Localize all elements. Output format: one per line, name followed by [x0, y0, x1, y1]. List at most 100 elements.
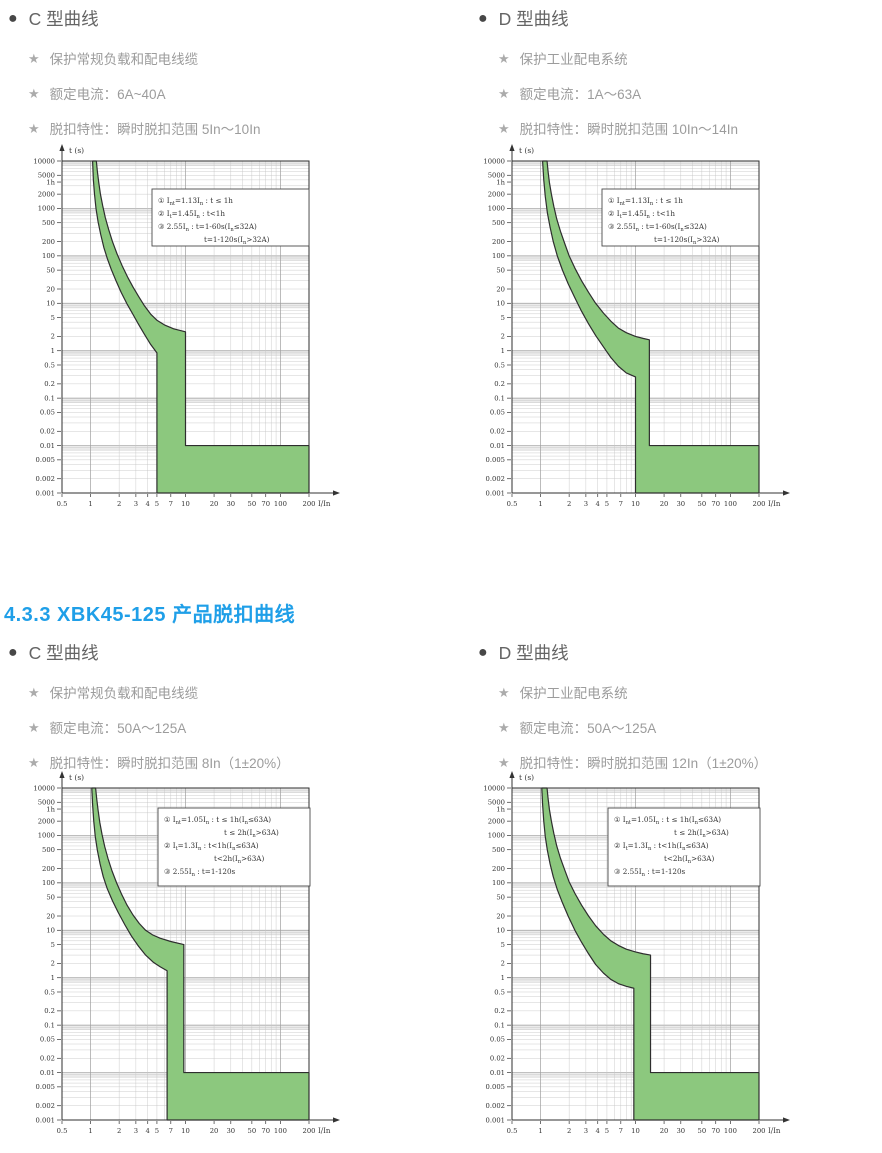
svg-text:0.002: 0.002 — [36, 475, 55, 483]
svg-text:5: 5 — [51, 941, 55, 949]
section-d-type-bottom: ● D 型曲线 ★ 保护工业配电系统 ★ 额定电流：50A～125A ★ 脱扣特… — [478, 640, 882, 787]
svg-text:200: 200 — [753, 1127, 766, 1135]
svg-text:20: 20 — [210, 1127, 219, 1135]
svg-text:5: 5 — [501, 941, 505, 949]
feature-item: ★ 额定电流：50A～125A — [498, 717, 882, 737]
svg-text:100: 100 — [724, 1127, 737, 1135]
svg-text:2: 2 — [51, 960, 55, 968]
svg-text:10000: 10000 — [33, 157, 55, 165]
svg-text:5: 5 — [605, 500, 609, 508]
svg-text:200: 200 — [492, 238, 505, 246]
svg-text:7: 7 — [619, 500, 623, 508]
feature-item: ★ 脱扣特性：瞬时脱扣范围 8In（1±20%） — [28, 752, 428, 772]
svg-text:500: 500 — [492, 219, 505, 227]
bullet-icon: ● — [8, 643, 18, 661]
svg-text:4: 4 — [146, 1127, 150, 1135]
svg-text:50: 50 — [46, 893, 55, 901]
star-icon: ★ — [498, 754, 510, 770]
svg-text:2000: 2000 — [488, 817, 505, 825]
star-icon: ★ — [28, 684, 40, 700]
svg-text:100: 100 — [492, 252, 505, 260]
section-title-row: ● C 型曲线 — [8, 6, 428, 31]
svg-text:1000: 1000 — [38, 832, 55, 840]
svg-text:100: 100 — [42, 252, 55, 260]
svg-text:5: 5 — [155, 1127, 159, 1135]
svg-text:I/In: I/In — [768, 500, 781, 508]
svg-text:t (s): t (s) — [519, 146, 534, 155]
svg-text:30: 30 — [676, 500, 685, 508]
svg-text:2: 2 — [567, 500, 571, 508]
svg-text:200: 200 — [42, 238, 55, 246]
feature-item: ★ 脱扣特性：瞬时脱扣范围 5In～10In — [28, 118, 428, 138]
svg-text:10000: 10000 — [33, 784, 55, 792]
svg-text:t=1-120s(In>32A): t=1-120s(In>32A) — [204, 235, 270, 246]
feature-text: 额定电流：50A～125A — [49, 721, 187, 736]
svg-text:20: 20 — [660, 1127, 669, 1135]
svg-text:3: 3 — [584, 1127, 588, 1135]
svg-text:0.5: 0.5 — [507, 500, 518, 508]
svg-text:0.01: 0.01 — [490, 1069, 505, 1077]
svg-text:1000: 1000 — [488, 205, 505, 213]
svg-text:500: 500 — [42, 219, 55, 227]
section-title: C 型曲线 — [28, 9, 99, 29]
svg-text:100: 100 — [274, 1127, 287, 1135]
svg-text:10000: 10000 — [483, 784, 505, 792]
feature-text: 脱扣特性：瞬时脱扣范围 10In～14In — [519, 122, 738, 137]
star-icon: ★ — [498, 120, 510, 136]
section-title-row: ● C 型曲线 — [8, 640, 428, 665]
svg-text:0.1: 0.1 — [494, 1021, 505, 1029]
svg-text:1: 1 — [88, 500, 92, 508]
svg-text:0.2: 0.2 — [44, 380, 55, 388]
svg-text:7: 7 — [619, 1127, 623, 1135]
svg-text:10: 10 — [496, 300, 505, 308]
svg-text:2: 2 — [501, 960, 505, 968]
svg-text:1h: 1h — [46, 805, 55, 813]
svg-text:2: 2 — [567, 1127, 571, 1135]
svg-text:70: 70 — [711, 1127, 720, 1135]
svg-text:1: 1 — [501, 347, 505, 355]
svg-text:10: 10 — [46, 927, 55, 935]
chart-d-curve-50-125a: 10000 5000 1h 2000 1000 500 200 100 50 20 10 5 2 1 0.5… — [470, 770, 790, 1148]
svg-text:5000: 5000 — [38, 172, 55, 180]
svg-text:0.01: 0.01 — [490, 442, 505, 450]
feature-text: 额定电流：6A~40A — [49, 87, 166, 102]
svg-text:③ 2.55In : t=1-60s(In≤32A): ③ 2.55In : t=1-60s(In≤32A) — [608, 222, 707, 233]
bullet-icon: ● — [478, 9, 488, 27]
star-icon: ★ — [28, 85, 40, 101]
svg-text:1: 1 — [501, 974, 505, 982]
svg-text:1: 1 — [88, 1127, 92, 1135]
svg-text:0.02: 0.02 — [490, 428, 505, 436]
feature-text: 脱扣特性：瞬时脱扣范围 12In（1±20%） — [519, 756, 768, 771]
star-icon: ★ — [498, 719, 510, 735]
svg-text:I/In: I/In — [318, 500, 331, 508]
svg-text:7: 7 — [169, 1127, 173, 1135]
section-title: C 型曲线 — [28, 643, 99, 663]
svg-text:0.1: 0.1 — [494, 394, 505, 402]
svg-text:70: 70 — [711, 500, 720, 508]
svg-text:2: 2 — [51, 333, 55, 341]
feature-item: ★ 额定电流：1A～63A — [498, 83, 882, 103]
svg-text:10: 10 — [46, 300, 55, 308]
svg-text:5000: 5000 — [38, 799, 55, 807]
svg-text:t (s): t (s) — [519, 773, 534, 782]
svg-text:0.001: 0.001 — [486, 1116, 505, 1124]
svg-text:1000: 1000 — [38, 205, 55, 213]
svg-text:0.05: 0.05 — [40, 1036, 55, 1044]
svg-text:20: 20 — [46, 285, 55, 293]
svg-text:3: 3 — [584, 500, 588, 508]
svg-text:5000: 5000 — [488, 799, 505, 807]
svg-text:30: 30 — [226, 1127, 235, 1135]
svg-text:0.002: 0.002 — [486, 1102, 505, 1110]
svg-text:③ 2.55In : t=1-120s: ③ 2.55In : t=1-120s — [614, 867, 686, 878]
svg-text:0.2: 0.2 — [494, 1007, 505, 1015]
feature-text: 脱扣特性：瞬时脱扣范围 8In（1±20%） — [49, 756, 290, 771]
svg-text:5: 5 — [155, 500, 159, 508]
svg-text:0.02: 0.02 — [490, 1055, 505, 1063]
svg-text:① Int=1.13In : t ≤ 1h: ① Int=1.13In : t ≤ 1h — [158, 196, 233, 207]
svg-text:200: 200 — [753, 500, 766, 508]
svg-text:1: 1 — [538, 500, 542, 508]
svg-text:30: 30 — [676, 1127, 685, 1135]
feature-text: 保护工业配电系统 — [519, 52, 628, 67]
star-icon: ★ — [28, 120, 40, 136]
